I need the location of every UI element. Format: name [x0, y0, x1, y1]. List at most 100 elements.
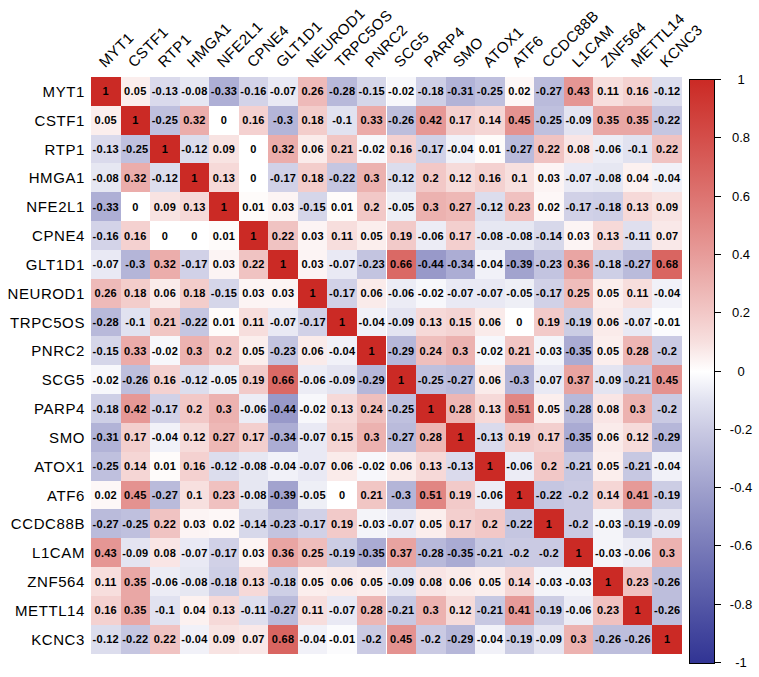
heatmap-cell: 0.28 [446, 394, 476, 423]
heatmap-cell: 0.22 [150, 509, 180, 538]
heatmap-cell: 0.01 [327, 192, 357, 221]
heatmap-cell: 0.03 [268, 279, 298, 308]
heatmap-cell: -0.06 [387, 279, 417, 308]
heatmap-cell: 1 [387, 365, 417, 394]
heatmap-cell: -0.22 [121, 625, 151, 654]
heatmap-cell: -0.17 [416, 135, 446, 164]
heatmap-cell: 0.03 [268, 192, 298, 221]
colorbar-tick [715, 662, 721, 663]
heatmap-cell: -0.05 [209, 365, 239, 394]
heatmap-cell: 0.14 [505, 567, 535, 596]
heatmap-cell: 0.32 [150, 250, 180, 279]
heatmap-cell: 0.06 [475, 308, 505, 337]
heatmap-cell: -0.19 [623, 509, 653, 538]
heatmap-cell: -0.35 [564, 336, 594, 365]
heatmap-cell: 0.03 [180, 509, 210, 538]
heatmap-cell: -0.21 [475, 596, 505, 625]
heatmap-cell: -0.25 [475, 77, 505, 106]
heatmap-cell: -0.02 [91, 365, 121, 394]
heatmap-cell: -0.21 [564, 452, 594, 481]
heatmap-cell: 0.35 [593, 106, 623, 135]
heatmap-cell: 0.06 [298, 135, 328, 164]
heatmap-cell: -0.34 [446, 250, 476, 279]
heatmap-cell: 0.17 [239, 423, 269, 452]
heatmap-cell: 0.19 [239, 365, 269, 394]
heatmap-cell: 0.06 [593, 423, 623, 452]
heatmap-cell: 0.05 [475, 567, 505, 596]
heatmap-cell: 0.02 [91, 481, 121, 510]
heatmap-cell: 0.21 [150, 308, 180, 337]
heatmap-cell: -0.08 [180, 77, 210, 106]
heatmap-cell: 1 [121, 106, 151, 135]
heatmap-cell: -0.27 [150, 481, 180, 510]
heatmap-cell: -0.35 [446, 538, 476, 567]
heatmap-cell: 0.66 [268, 365, 298, 394]
heatmap-cell: -0.04 [475, 625, 505, 654]
colorbar-tick [715, 196, 721, 197]
heatmap-cell: 0.26 [91, 279, 121, 308]
heatmap-cell: 0.05 [357, 567, 387, 596]
row-label: RTP1 [0, 135, 85, 164]
heatmap-cell: 0.06 [387, 452, 417, 481]
heatmap-cell: 0.22 [652, 135, 682, 164]
heatmap-cell: 0.08 [564, 135, 594, 164]
heatmap-cell: -0.02 [387, 77, 417, 106]
heatmap-cell: -0.14 [534, 221, 564, 250]
heatmap-cell: -0.06 [475, 481, 505, 510]
heatmap-cell: -0.18 [268, 567, 298, 596]
heatmap-cell: 0.17 [121, 423, 151, 452]
heatmap-cell: 0.06 [298, 336, 328, 365]
row-label: GLT1D1 [0, 250, 85, 279]
row-label: TRPC5OS [0, 308, 85, 337]
heatmap-cell: -0.07 [623, 308, 653, 337]
heatmap-cell: -0.28 [416, 538, 446, 567]
heatmap-cell: 0.16 [239, 106, 269, 135]
heatmap-cell: -0.2 [505, 538, 535, 567]
heatmap-cell: -0.11 [239, 596, 269, 625]
heatmap-cell: 0.3 [652, 538, 682, 567]
heatmap-cell: 0.28 [416, 423, 446, 452]
heatmap-cell: 0.3 [357, 163, 387, 192]
heatmap-cell: -0.3 [121, 250, 151, 279]
heatmap-cell: -0.3 [505, 365, 535, 394]
heatmap-cell: -0.07 [91, 250, 121, 279]
heatmap-cell: -0.01 [327, 625, 357, 654]
heatmap-cell: 0.22 [239, 250, 269, 279]
heatmap-cell: -0.22 [327, 163, 357, 192]
heatmap-cell: -0.1 [623, 135, 653, 164]
heatmap-cell: -0.13 [475, 423, 505, 452]
colorbar-tick-label: 0.2 [732, 305, 750, 320]
heatmap-cell: -0.09 [327, 365, 357, 394]
heatmap-cell: -0.16 [91, 221, 121, 250]
heatmap-cell: -0.18 [416, 77, 446, 106]
heatmap-cell: 0.01 [209, 221, 239, 250]
heatmap-cell: -0.04 [652, 163, 682, 192]
heatmap-cell: -0.1 [121, 308, 151, 337]
heatmap-cell: 0 [150, 221, 180, 250]
row-label: HMGA1 [0, 163, 85, 192]
heatmap-cell: -0.27 [91, 509, 121, 538]
heatmap-cell: -0.15 [357, 77, 387, 106]
heatmap-cell: 0.09 [209, 135, 239, 164]
heatmap-cell: -0.27 [623, 250, 653, 279]
heatmap-cell: 0.09 [209, 625, 239, 654]
heatmap-cell: 1 [268, 250, 298, 279]
heatmap-cell: -0.25 [387, 394, 417, 423]
heatmap-cell: 0.14 [475, 106, 505, 135]
heatmap-cell: 0.12 [446, 596, 476, 625]
row-label: KCNC3 [0, 625, 85, 654]
heatmap-cell: -0.02 [357, 135, 387, 164]
heatmap-cell: 0.36 [564, 250, 594, 279]
heatmap-cell: -0.06 [239, 394, 269, 423]
row-label: L1CAM [0, 538, 85, 567]
heatmap-cell: -0.04 [298, 625, 328, 654]
row-label: PARP4 [0, 394, 85, 423]
heatmap-cell: -0.17 [209, 538, 239, 567]
heatmap-cell: -0.03 [593, 509, 623, 538]
heatmap-cell: -0.28 [327, 77, 357, 106]
heatmap-cell: -0.04 [652, 452, 682, 481]
heatmap-cell: -0.2 [564, 509, 594, 538]
heatmap-cell: 0.01 [150, 452, 180, 481]
heatmap-cell: -0.06 [564, 596, 594, 625]
colorbar-tick-label: 0.4 [732, 246, 750, 261]
